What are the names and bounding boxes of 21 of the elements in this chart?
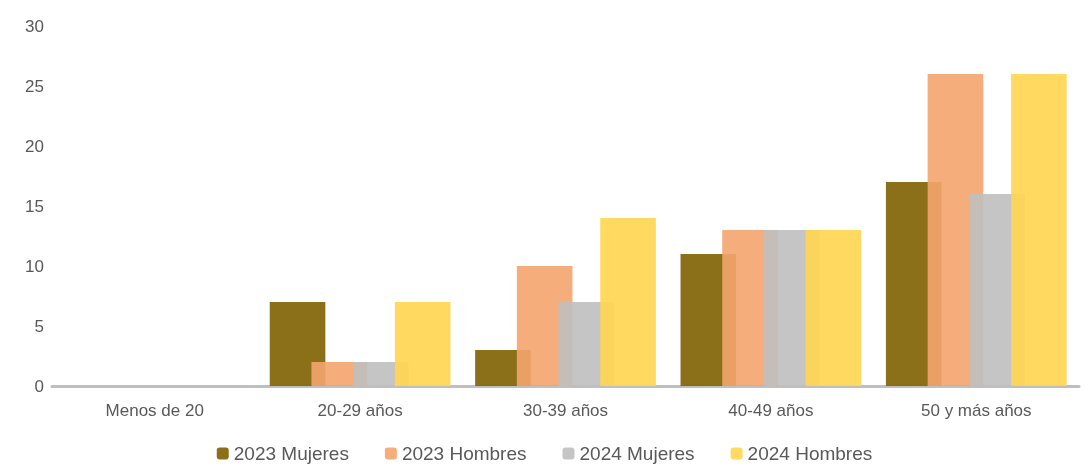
y-tick-label: 5 xyxy=(34,316,44,336)
bar xyxy=(269,302,326,386)
y-tick-label: 15 xyxy=(25,196,44,216)
x-tick-label: 40-49 años xyxy=(728,401,814,420)
bar xyxy=(1011,74,1067,386)
bar xyxy=(600,218,656,386)
y-tick-label: 30 xyxy=(25,16,44,36)
legend-label: 2024 Hombres xyxy=(747,443,873,464)
bar xyxy=(805,230,862,386)
x-tick-label: 30-39 años xyxy=(522,401,609,420)
x-tick-label: Menos de 20 xyxy=(105,401,204,420)
y-tick-label: 20 xyxy=(25,136,44,156)
y-tick-label: 25 xyxy=(25,76,44,96)
x-tick-label: 20-29 años xyxy=(317,401,403,420)
bar xyxy=(394,302,451,386)
y-tick-label: 0 xyxy=(34,376,44,396)
y-tick-label: 10 xyxy=(25,256,44,276)
x-tick-label: 50 y más años xyxy=(921,401,1032,420)
legend-label: 2023 Mujeres xyxy=(233,443,349,464)
legend-label: 2024 Mujeres xyxy=(579,443,695,464)
legend-label: 2023 Hombres xyxy=(401,443,527,464)
